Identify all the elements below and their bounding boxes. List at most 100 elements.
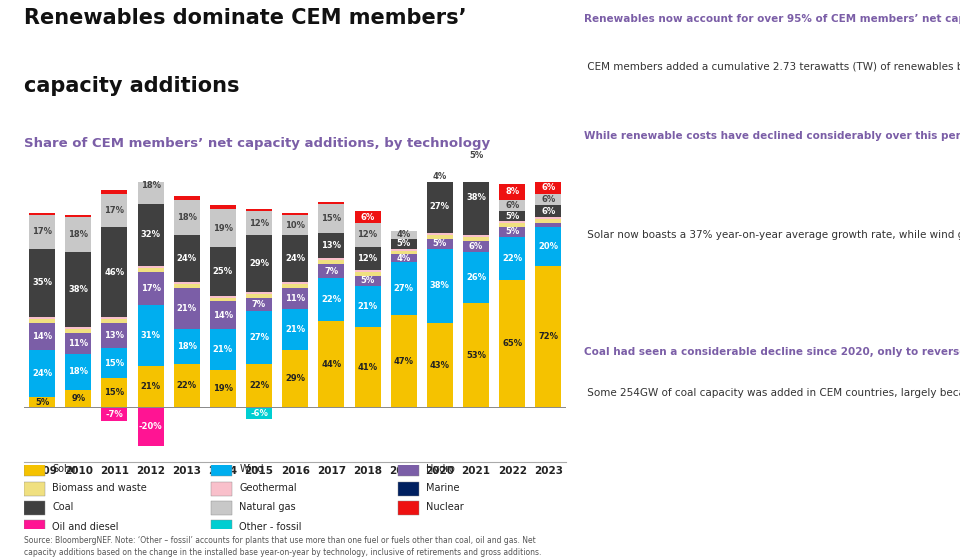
Bar [211, 482, 231, 496]
Text: Hydro: Hydro [426, 464, 455, 474]
Text: 38%: 38% [68, 285, 88, 294]
Bar [499, 237, 525, 280]
Bar [282, 235, 308, 282]
Bar [282, 213, 308, 215]
Text: 9%: 9% [71, 394, 85, 403]
Bar [427, 239, 453, 249]
Bar [246, 407, 272, 419]
Bar [137, 165, 163, 169]
Text: 18%: 18% [68, 367, 88, 376]
Text: 4%: 4% [396, 230, 411, 239]
Bar [174, 199, 200, 235]
Bar [211, 501, 231, 515]
Text: 5%: 5% [433, 239, 447, 248]
Bar [246, 235, 272, 292]
Bar [536, 182, 562, 194]
Text: 65%: 65% [502, 339, 522, 348]
Text: 12%: 12% [357, 254, 377, 263]
Bar [499, 280, 525, 407]
Text: 29%: 29% [285, 374, 305, 383]
Bar [536, 266, 562, 407]
Bar [210, 296, 236, 297]
Text: 24%: 24% [177, 254, 197, 263]
Bar [463, 161, 489, 235]
Text: -20%: -20% [139, 422, 162, 431]
Bar [174, 288, 200, 329]
Bar [463, 237, 489, 241]
Text: 35%: 35% [32, 278, 52, 287]
Bar [427, 249, 453, 323]
Text: 22%: 22% [249, 381, 269, 390]
Text: Geothermal: Geothermal [239, 483, 297, 493]
Bar [282, 282, 308, 284]
Text: 31%: 31% [140, 331, 160, 340]
Text: 20%: 20% [539, 242, 559, 251]
Text: Coal had seen a considerable decline since 2020, only to reverse course in 2023.: Coal had seen a considerable decline sin… [584, 347, 960, 357]
Bar [102, 407, 128, 421]
Text: 4%: 4% [433, 171, 447, 181]
Text: 13%: 13% [105, 331, 125, 340]
Bar [354, 272, 380, 276]
Text: Some 254GW of coal capacity was added in CEM countries, largely because of new p: Some 254GW of coal capacity was added in… [584, 388, 960, 398]
Text: capacity additions: capacity additions [24, 76, 239, 96]
Bar [391, 254, 417, 262]
Bar [102, 317, 128, 319]
Bar [427, 233, 453, 235]
Bar [282, 215, 308, 235]
Text: While renewable costs have declined considerably over this period, it was solar : While renewable costs have declined cons… [584, 131, 960, 141]
Text: 47%: 47% [394, 357, 414, 366]
Text: 24%: 24% [285, 254, 305, 263]
Bar [282, 288, 308, 309]
Text: Renewables dominate CEM members’: Renewables dominate CEM members’ [24, 8, 467, 29]
Bar [536, 194, 562, 206]
Bar [354, 276, 380, 286]
Text: 6%: 6% [541, 183, 556, 193]
Bar [29, 351, 55, 398]
Bar [211, 462, 231, 477]
Bar [499, 221, 525, 223]
Text: CEM members added a cumulative 2.73 terawatts (TW) of renewables between 2009 an: CEM members added a cumulative 2.73 tera… [584, 62, 960, 72]
Text: 27%: 27% [249, 333, 269, 342]
Bar [536, 227, 562, 266]
Text: 21%: 21% [357, 302, 377, 311]
Bar [29, 323, 55, 351]
Bar [463, 235, 489, 237]
Bar [391, 315, 417, 407]
Bar [354, 286, 380, 327]
Bar [137, 305, 163, 366]
Bar [499, 184, 525, 199]
Text: 32%: 32% [140, 230, 160, 239]
Text: 44%: 44% [322, 360, 342, 368]
Text: 12%: 12% [249, 218, 269, 227]
Text: Solar: Solar [52, 464, 77, 474]
Bar [499, 211, 525, 221]
Text: 53%: 53% [466, 351, 486, 360]
Bar [102, 319, 128, 323]
Bar [246, 364, 272, 407]
Bar [174, 329, 200, 364]
Bar [174, 195, 200, 199]
Bar [246, 311, 272, 364]
Bar [137, 266, 163, 268]
Bar [398, 482, 419, 496]
Text: 22%: 22% [322, 295, 342, 304]
Bar [499, 223, 525, 227]
Text: 14%: 14% [213, 311, 233, 320]
Bar [102, 227, 128, 317]
Bar [354, 246, 380, 270]
Bar [391, 250, 417, 254]
Bar [427, 235, 453, 239]
Bar [391, 249, 417, 250]
Text: Share of CEM members’ net capacity additions, by technology: Share of CEM members’ net capacity addit… [24, 137, 491, 150]
Bar [536, 219, 562, 223]
Bar [354, 211, 380, 223]
Bar [29, 215, 55, 249]
Bar [65, 215, 91, 217]
Bar [29, 249, 55, 317]
Text: 72%: 72% [539, 332, 559, 341]
Bar [391, 239, 417, 249]
Text: 18%: 18% [177, 342, 197, 351]
Bar [499, 227, 525, 237]
Bar [536, 206, 562, 217]
Bar [246, 292, 272, 293]
